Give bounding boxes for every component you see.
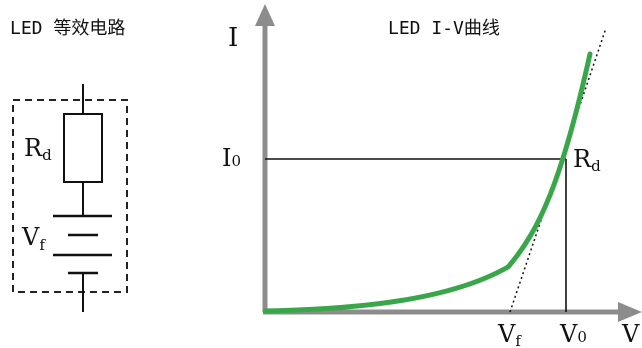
y-axis-arrow — [255, 4, 275, 26]
vf-axis-label: Vf — [497, 320, 522, 348]
i0-label: I0 — [222, 144, 241, 172]
y-axis-label: I — [228, 23, 238, 53]
iv-curve — [262, 51, 593, 314]
x-axis-arrow — [618, 302, 642, 322]
voltage-label: Vf — [21, 223, 46, 254]
x-axis-label: V — [621, 320, 640, 348]
v0-axis-label: V0 — [559, 320, 587, 348]
resistor-rd — [63, 113, 103, 183]
rd-point-label: Rd — [573, 145, 601, 175]
resistor-label: Rd — [24, 134, 52, 164]
circuit-title: LED 等效电路 — [10, 18, 125, 39]
circuit-dashed-box — [12, 99, 128, 293]
chart-title: LED I-V曲线 — [388, 18, 500, 39]
